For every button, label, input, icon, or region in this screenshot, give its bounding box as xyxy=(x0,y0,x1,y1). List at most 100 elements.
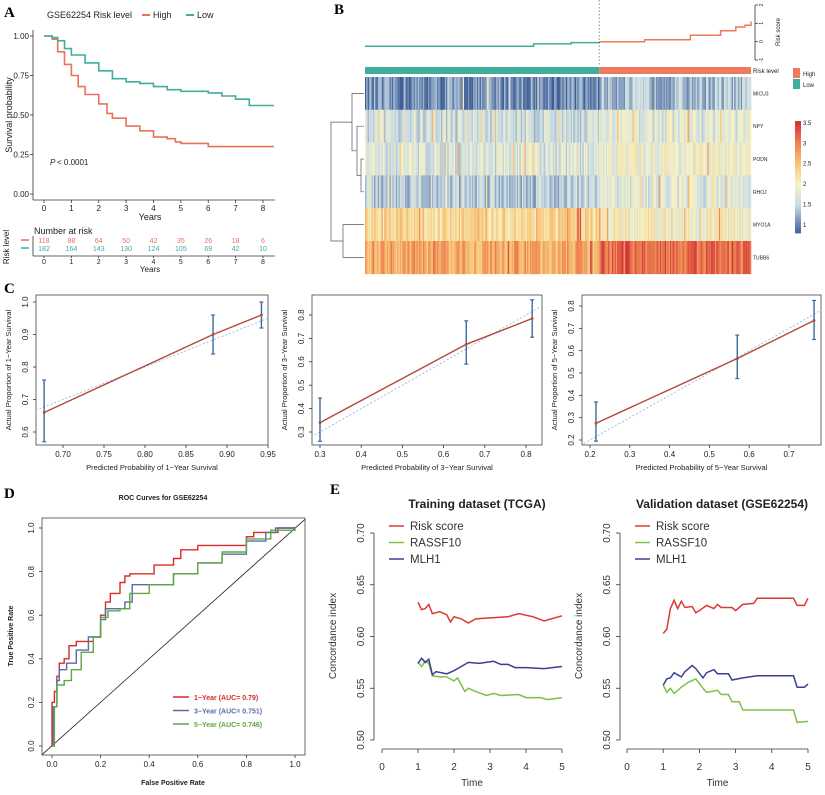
heatmap-cell xyxy=(439,175,442,209)
heatmap-cell xyxy=(537,77,539,111)
heatmap-cell xyxy=(435,109,438,143)
heatmap-cell xyxy=(386,241,389,275)
y-tick-label: 0.3 xyxy=(567,412,576,424)
heatmap-cell xyxy=(691,241,694,275)
heatmap-cell xyxy=(614,175,617,209)
heatmap-cell xyxy=(642,77,645,111)
heatmap-cell xyxy=(475,175,478,209)
heatmap-cell xyxy=(480,241,483,275)
heatmap-cell xyxy=(515,142,518,176)
heatmap-cell xyxy=(428,241,430,275)
heatmap-cell xyxy=(469,142,471,176)
heatmap-cell xyxy=(590,109,592,143)
heatmap-cell xyxy=(576,77,578,111)
heatmap-cell xyxy=(721,77,723,111)
heatmap-cell xyxy=(613,142,615,176)
heatmap-cell xyxy=(453,175,456,209)
heatmap-cell xyxy=(420,109,422,143)
heatmap-cell xyxy=(390,77,393,111)
heatmap-cell xyxy=(543,175,546,209)
heatmap-cell xyxy=(632,109,635,143)
heatmap-cell xyxy=(717,142,720,176)
heatmap-cell xyxy=(667,208,669,242)
heatmap-cell xyxy=(623,175,626,209)
heatmap-cell xyxy=(548,208,551,242)
heatmap-cell xyxy=(618,208,621,242)
colorbar-segment xyxy=(795,121,801,124)
heatmap-cell xyxy=(406,208,408,242)
heatmap-cell xyxy=(673,241,676,275)
heatmap-cell xyxy=(402,175,404,209)
risk-table-count: 105 xyxy=(175,246,187,253)
gene-label: MYO1A xyxy=(753,223,771,229)
plot-frame xyxy=(581,294,822,446)
heatmap-cell xyxy=(417,77,420,111)
heatmap-cell xyxy=(426,77,429,111)
heatmap-cell xyxy=(709,109,712,143)
heatmap-cell xyxy=(551,109,554,143)
heatmap-cell xyxy=(389,208,392,242)
heatmap-cell xyxy=(671,175,673,209)
y-tick-label: 0.00 xyxy=(13,190,29,199)
heatmap-cell xyxy=(505,208,507,242)
heatmap-cell xyxy=(411,142,413,176)
heatmap-cell xyxy=(640,175,642,209)
heatmap-cell xyxy=(438,208,440,242)
y-tick-label: 0.2 xyxy=(27,696,36,708)
heatmap-cell xyxy=(482,142,484,176)
heatmap-cell xyxy=(392,142,394,176)
heatmap-cell xyxy=(633,208,636,242)
risk-table-x-tick-label: 8 xyxy=(261,259,265,266)
heatmap-cell xyxy=(660,109,663,143)
heatmap-cell xyxy=(636,77,639,111)
heatmap-cell xyxy=(547,208,550,242)
heatmap-cell xyxy=(417,109,420,143)
heatmap-cell xyxy=(421,241,424,275)
heatmap-cell xyxy=(371,77,374,111)
heatmap-cell xyxy=(520,77,523,111)
heatmap-cell xyxy=(457,208,460,242)
heatmap-cell xyxy=(367,109,370,143)
heatmap-cell xyxy=(596,208,599,242)
risk-table-x-tick-label: 2 xyxy=(97,259,101,266)
heatmap-cell xyxy=(514,241,516,275)
heatmap-cell xyxy=(666,77,668,111)
heatmap-cell xyxy=(546,109,549,143)
heatmap-cell xyxy=(676,175,678,209)
heatmap-cell xyxy=(604,241,606,275)
heatmap-cell xyxy=(455,142,457,176)
heatmap-cell xyxy=(659,142,662,176)
heatmap-cell xyxy=(727,208,730,242)
heatmap-cell xyxy=(547,142,550,176)
heatmap-cell xyxy=(671,208,673,242)
gene-label: PODN xyxy=(753,157,768,163)
heatmap-cell xyxy=(416,241,419,275)
heatmap-cell xyxy=(431,208,434,242)
legend-label: 5−Year (AUC= 0.746) xyxy=(194,722,262,729)
heatmap-cell xyxy=(492,77,494,111)
heatmap-cell xyxy=(604,77,606,111)
heatmap-cell xyxy=(585,241,587,275)
colorbar-segment xyxy=(795,231,801,234)
heatmap-cell xyxy=(390,175,393,209)
heatmap-cell xyxy=(667,109,669,143)
heatmap-cell xyxy=(512,109,515,143)
heatmap-cell xyxy=(483,208,485,242)
heatmap-cell xyxy=(438,142,440,176)
heatmap-cell xyxy=(693,208,695,242)
heatmap-cell xyxy=(662,109,664,143)
heatmap-cell xyxy=(690,175,693,209)
heatmap-cell xyxy=(489,208,492,242)
heatmap-cell xyxy=(709,241,712,275)
heatmap-cell xyxy=(644,77,646,111)
heatmap-cell xyxy=(691,208,694,242)
heatmap-cell xyxy=(371,208,374,242)
heatmap-cell xyxy=(675,109,677,143)
heatmap-cell xyxy=(442,109,444,143)
heatmap-cell xyxy=(530,241,533,275)
heatmap-cell xyxy=(632,142,635,176)
heatmap-cell xyxy=(628,77,631,111)
heatmap-cell xyxy=(503,142,506,176)
heatmap-cell xyxy=(507,208,510,242)
heatmap-cell xyxy=(388,77,390,111)
